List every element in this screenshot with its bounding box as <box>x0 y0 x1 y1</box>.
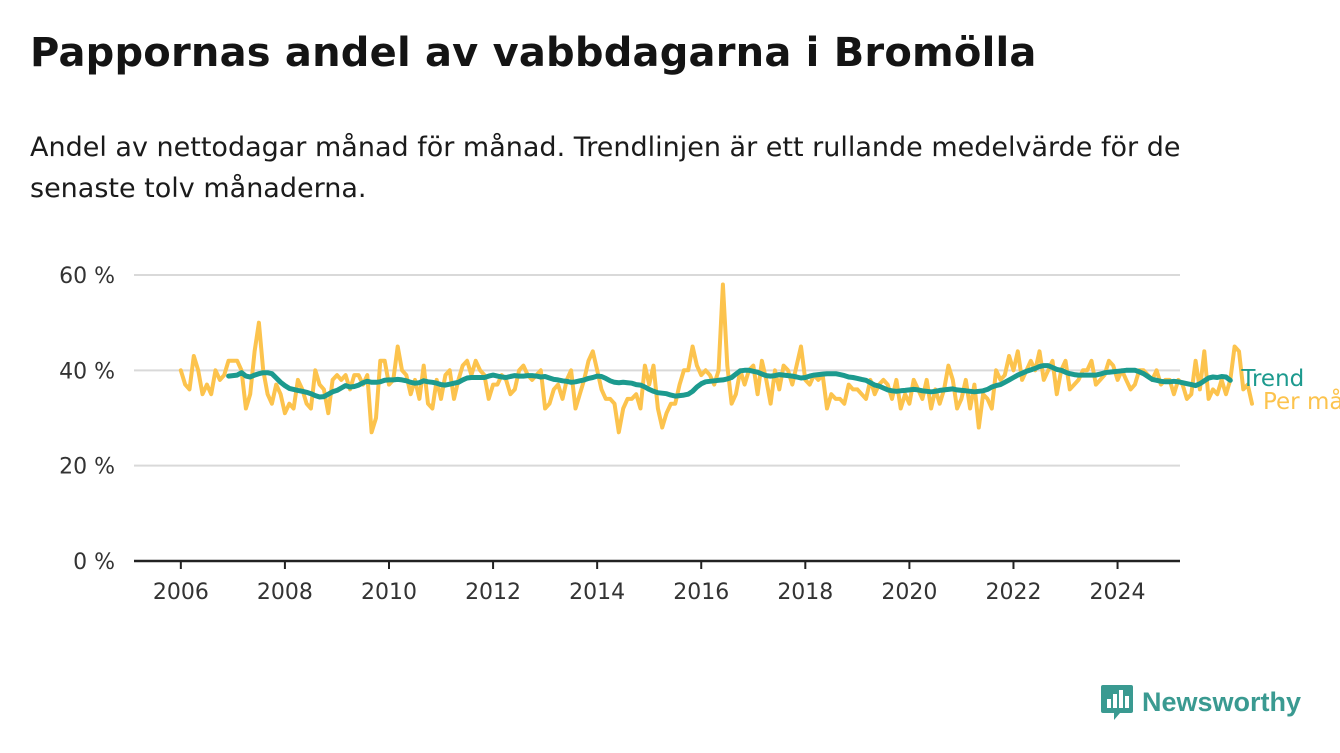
x-tick-label: 2024 <box>1090 580 1146 605</box>
y-axis-ticks: 0 % 20 % 40 % 60 % <box>59 264 115 575</box>
x-tick-label: 2014 <box>569 580 625 605</box>
x-axis: 2006 2008 2010 2012 2014 2016 2018 2020 2022 2024 <box>134 559 1180 605</box>
y-tick-label: 20 % <box>59 455 115 480</box>
x-tick-label: 2018 <box>777 580 833 605</box>
monthly-line <box>178 282 1254 435</box>
x-tick-label: 2012 <box>465 580 521 605</box>
line-chart: 0 % 20 % 40 % 60 % 2006 2008 2010 2012 2014 2016… <box>59 264 1340 605</box>
chart-subtitle: Andel av nettodagar månad för månad. Tre… <box>30 132 1181 204</box>
y-tick-label: 60 % <box>59 264 115 289</box>
x-tick-label: 2020 <box>881 580 937 605</box>
series-lines <box>178 282 1254 435</box>
newsworthy-logo-icon <box>1101 685 1133 720</box>
monthly-series-label: Per månad <box>1263 387 1340 415</box>
trend-line <box>226 363 1233 400</box>
x-tick-label: 2008 <box>257 580 313 605</box>
chart-title: Pappornas andel av vabbdagarna i Bromöll… <box>30 30 1037 76</box>
y-tick-label: 0 % <box>73 550 115 575</box>
x-tick-label: 2006 <box>153 580 209 605</box>
brand-name: Newsworthy <box>1142 686 1302 717</box>
x-tick-label: 2010 <box>361 580 417 605</box>
x-tick-label: 2022 <box>985 580 1041 605</box>
y-tick-label: 40 % <box>59 359 115 384</box>
trend-series-label: Trend <box>1240 366 1304 392</box>
series-labels: Per månadTrend <box>1240 366 1340 415</box>
x-tick-label: 2016 <box>673 580 729 605</box>
newsworthy-logo: Newsworthy <box>1100 682 1301 722</box>
